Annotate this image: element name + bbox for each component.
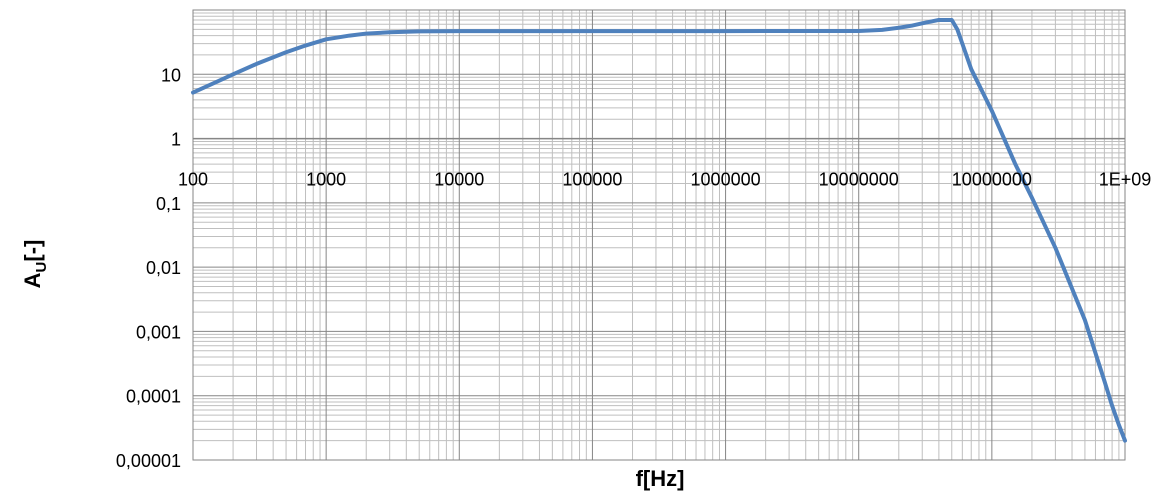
y-tick-label: 0,01 <box>146 258 181 278</box>
x-tick-label: 1000 <box>306 170 346 190</box>
series-line <box>191 17 1127 443</box>
x-tick-label: 100 <box>178 170 208 190</box>
y-tick-label: 0,0001 <box>126 387 181 407</box>
y-axis-title-subscript: U <box>33 262 50 273</box>
y-tick-label: 0,1 <box>156 194 181 214</box>
x-tick-labels: 100 1000 10000 100000 1000000 10000000 1000000… <box>178 170 1151 190</box>
y-axis-title-suffix: [-] <box>20 240 45 262</box>
x-tick-label: 10000 <box>434 170 484 190</box>
minor-grid <box>193 10 1125 460</box>
y-axis-title-main: A <box>20 272 45 288</box>
x-tick-label: 10000000 <box>819 170 899 190</box>
series-layer <box>191 17 1127 443</box>
plot-area-border <box>192 9 1126 461</box>
x-tick-label: 1E+09 <box>1099 170 1152 190</box>
x-tick-label: 1000000 <box>691 170 761 190</box>
y-tick-label: 0,001 <box>136 322 181 342</box>
y-tick-label: 0,00001 <box>116 451 181 471</box>
y-tick-labels: 10 1 0,1 0,01 0,001 0,0001 0,00001 <box>116 65 181 471</box>
x-axis-title: f[Hz] <box>636 466 685 491</box>
x-tick-label: 10000000 <box>952 170 1032 190</box>
y-tick-label: 10 <box>161 65 181 85</box>
y-tick-label: 1 <box>171 130 181 150</box>
y-axis-title: AU[-] <box>20 240 50 289</box>
x-tick-label: 100000 <box>562 170 622 190</box>
